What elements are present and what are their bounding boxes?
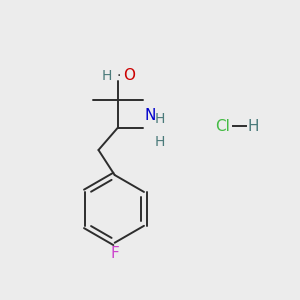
Text: ·: · [117,68,121,83]
Text: H: H [155,135,165,149]
Text: O: O [124,68,136,83]
Text: N: N [145,109,156,124]
Text: H: H [155,112,165,126]
Text: H: H [102,68,112,83]
Text: F: F [110,246,119,261]
Text: H: H [247,119,259,134]
Text: Cl: Cl [215,119,230,134]
